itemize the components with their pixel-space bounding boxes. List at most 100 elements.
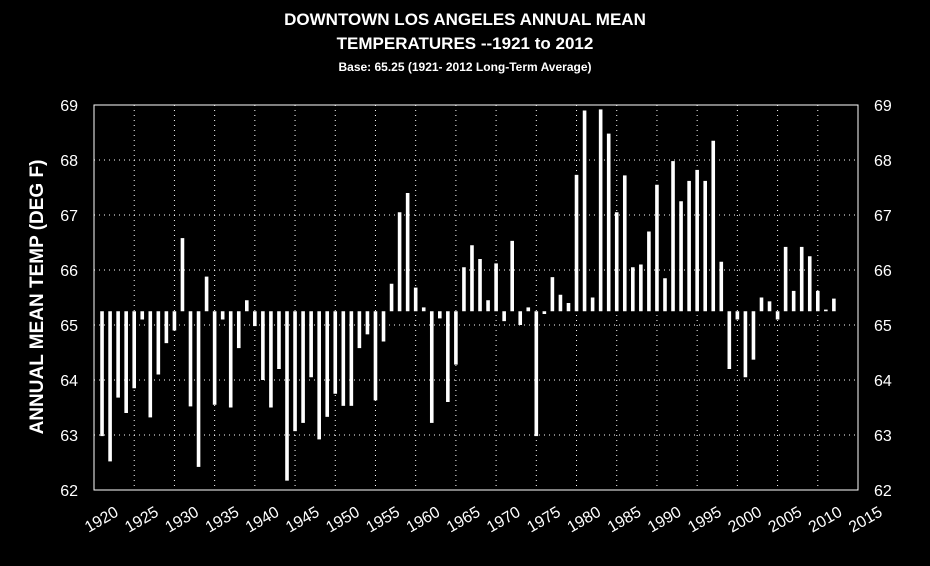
bar xyxy=(502,311,506,322)
bar xyxy=(526,307,531,312)
bar xyxy=(614,212,619,312)
bar xyxy=(196,311,201,467)
bar xyxy=(791,290,796,312)
bar xyxy=(188,311,193,407)
bar xyxy=(333,311,338,394)
bar xyxy=(832,298,836,312)
bar xyxy=(727,311,732,369)
bar xyxy=(245,300,249,312)
bar xyxy=(687,180,691,312)
bar xyxy=(132,311,137,389)
bar xyxy=(277,311,281,369)
y-tick-label-left: 67 xyxy=(60,208,78,225)
x-tick-label: 1940 xyxy=(243,504,282,537)
y-tick-label-right: 69 xyxy=(874,98,892,115)
x-tick-label: 1960 xyxy=(404,504,443,537)
y-tick-label-right: 64 xyxy=(874,373,892,390)
bar xyxy=(574,174,579,312)
bar xyxy=(413,287,418,312)
x-tick-label: 2005 xyxy=(766,504,805,537)
x-tick-label: 1970 xyxy=(484,504,523,537)
y-tick-label-right: 68 xyxy=(874,153,892,170)
bar xyxy=(438,311,442,319)
y-tick-label-right: 66 xyxy=(874,263,892,280)
bar xyxy=(767,301,772,312)
bar xyxy=(421,307,426,312)
bar xyxy=(470,245,474,312)
bar xyxy=(429,311,434,423)
bar xyxy=(301,311,305,423)
x-tick-label: 2010 xyxy=(806,504,845,537)
bar xyxy=(695,169,699,312)
x-axis-ticks: 1920 1925 1930 1935 1940 1945 1950 1955 1960 1965… xyxy=(82,504,885,537)
bar xyxy=(357,311,362,349)
bar xyxy=(783,246,788,312)
y-tick-label-right: 67 xyxy=(874,208,892,225)
bar xyxy=(148,311,153,418)
x-tick-label: 1945 xyxy=(283,504,322,537)
bar xyxy=(140,311,145,320)
bars-group xyxy=(100,109,836,481)
bar xyxy=(582,110,587,312)
bar xyxy=(590,297,595,312)
x-tick-label: 1935 xyxy=(203,504,242,537)
bar xyxy=(655,184,659,312)
bar xyxy=(349,311,354,406)
bar xyxy=(735,311,740,320)
bar xyxy=(606,133,611,312)
bar xyxy=(711,140,716,312)
bar xyxy=(341,311,346,406)
bar xyxy=(228,311,233,408)
bar xyxy=(172,311,177,331)
bar xyxy=(478,259,482,312)
bar xyxy=(164,311,169,344)
bar xyxy=(703,180,707,312)
plot-frame xyxy=(93,104,859,491)
bar xyxy=(116,311,120,398)
bar xyxy=(518,311,523,325)
bar xyxy=(775,311,780,320)
y-tick-label-left: 66 xyxy=(60,263,78,280)
bar xyxy=(622,175,627,312)
bar xyxy=(269,311,273,408)
bar xyxy=(108,311,112,462)
bar xyxy=(397,212,402,312)
bar xyxy=(309,311,313,378)
x-tick-label: 1925 xyxy=(122,504,161,537)
bar xyxy=(671,161,675,312)
bar xyxy=(285,311,289,481)
bar xyxy=(558,294,563,312)
bar xyxy=(631,267,635,312)
bar xyxy=(486,300,490,312)
bar xyxy=(807,256,812,312)
bar xyxy=(647,231,651,312)
bar xyxy=(373,311,378,401)
y-axis-left-ticks: 62 63 64 65 66 67 68 69 xyxy=(60,98,78,500)
bar xyxy=(510,240,514,312)
bar xyxy=(220,311,225,320)
bar xyxy=(542,311,547,314)
y-axis-label: ANNUAL MEAN TEMP (DEG F) xyxy=(27,160,48,435)
bar xyxy=(743,311,748,378)
bar xyxy=(550,277,555,312)
bar xyxy=(759,297,764,312)
bar xyxy=(180,238,185,312)
x-tick-label: 1995 xyxy=(685,504,724,537)
grid-lines xyxy=(94,105,858,490)
x-tick-label: 2015 xyxy=(846,504,885,537)
chart-title-line-1: DOWNTOWN LOS ANGELES ANNUAL MEAN xyxy=(284,10,646,29)
bar xyxy=(462,267,466,312)
x-tick-label: 1955 xyxy=(364,504,403,537)
bar xyxy=(325,311,330,417)
x-tick-label: 1930 xyxy=(163,504,202,537)
y-tick-label-left: 62 xyxy=(60,483,78,500)
bar xyxy=(799,246,804,312)
x-tick-label: 1950 xyxy=(323,504,362,537)
bar xyxy=(719,261,724,312)
x-tick-label: 1980 xyxy=(565,504,604,537)
bar xyxy=(156,311,161,375)
x-tick-label: 1965 xyxy=(444,504,483,537)
y-tick-label-right: 65 xyxy=(874,318,892,335)
x-tick-label: 1975 xyxy=(524,504,563,537)
